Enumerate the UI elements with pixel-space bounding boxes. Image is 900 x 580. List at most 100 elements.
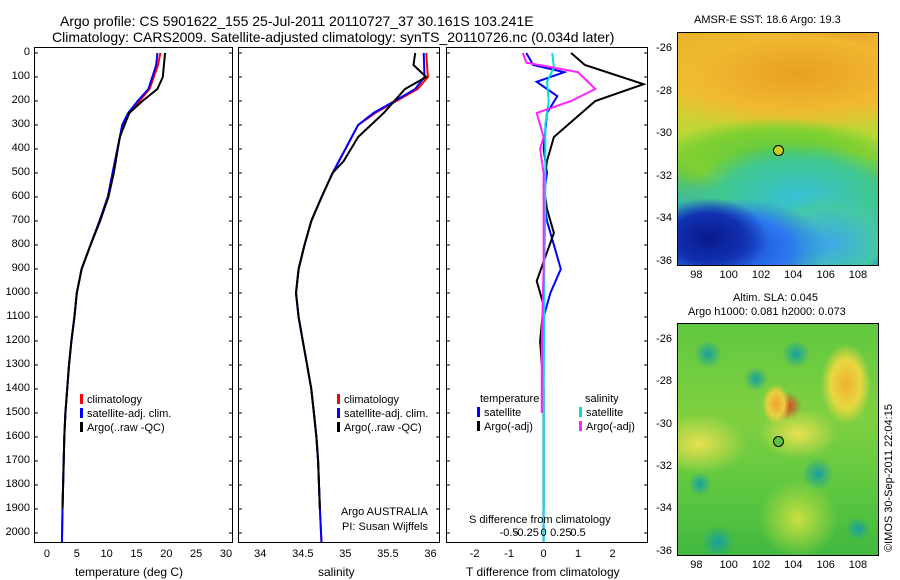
sla-map — [677, 323, 879, 556]
depth-tick-label: 100 — [11, 70, 30, 82]
depth-tick-label: 1900 — [5, 502, 30, 514]
difference-plot — [447, 52, 647, 542]
sst-map — [677, 32, 879, 266]
imos-stamp: ©IMOS 30-Sep-2011 22:04:15 — [883, 404, 895, 552]
temperature-plot — [35, 52, 232, 542]
temperature-x-label: temperature (deg C) — [75, 565, 184, 579]
s-tick-label: 0.25 — [550, 527, 572, 539]
x-tick-label: 10 — [100, 548, 113, 560]
depth-tick-label: 1400 — [5, 382, 30, 394]
map-x-tick-label: 108 — [848, 559, 868, 571]
map-y-tick-label: -34 — [656, 212, 672, 225]
x-tick-label: -2 — [469, 548, 480, 560]
depth-tick-label: 700 — [11, 214, 30, 226]
depth-tick-label: 200 — [11, 94, 30, 106]
x-tick-label: 15 — [130, 548, 143, 560]
x-tick-label: 30 — [219, 548, 233, 560]
argo-position-marker-2 — [773, 436, 784, 447]
legend-climatology: climatology — [87, 394, 143, 406]
depth-tick-label: 400 — [11, 142, 30, 154]
depth-tick-label: 1100 — [6, 310, 30, 322]
x-tick-label: 35 — [339, 548, 352, 560]
sla-map-title-1: Altim. SLA: 0.045 — [733, 292, 818, 304]
sst-map-title: AMSR-E SST: 18.6 Argo: 19.3 — [694, 14, 841, 26]
map-y-tick-label: -32 — [656, 169, 672, 182]
x-tick-label: 34.5 — [292, 548, 314, 560]
depth-tick-label: 0 — [23, 46, 30, 58]
depth-tick-label: 500 — [11, 166, 30, 178]
depth-tick-label: 2000 — [5, 526, 30, 538]
legend-satellite-s: satellite-adj. clim. — [344, 408, 429, 420]
argo-country-note: Argo AUSTRALIA — [341, 506, 428, 518]
map-y-tick-label: -28 — [656, 375, 672, 388]
salinity-legend: climatology satellite-adj. clim. Argo(..… — [337, 393, 428, 435]
depth-tick-label: 1000 — [5, 286, 30, 298]
x-tick-label: 2 — [609, 548, 616, 560]
series-line-argo-raw-qc- — [61, 52, 167, 510]
map-x-tick-label: 98 — [690, 559, 703, 571]
legend-satellite: satellite-adj. clim. — [87, 408, 172, 420]
s-tick-label: 0 — [540, 527, 547, 539]
legend-s-satellite: satellite — [586, 407, 624, 419]
map-x-tick-label: 100 — [719, 269, 738, 281]
legend-climatology-s: climatology — [344, 394, 400, 406]
legend-salinity-title: salinity — [585, 393, 619, 405]
x-tick-label: 0 — [540, 548, 547, 560]
x-tick-label: -1 — [504, 548, 514, 560]
map-x-tick-label: 104 — [784, 269, 803, 281]
series-line-salinity-satellite — [542, 52, 555, 542]
map-x-tick-label: 106 — [816, 269, 835, 281]
salinity-x-label: salinity — [318, 565, 355, 579]
header-line-2: Climatology: CARS2009. Satellite-adjuste… — [52, 29, 615, 45]
map-x-tick-label: 102 — [751, 559, 771, 571]
map-x-tick-label: 98 — [690, 269, 703, 281]
depth-tick-label: 1800 — [5, 478, 30, 490]
map-x-tick-label: 104 — [784, 559, 803, 571]
argo-pi-note: PI: Susan Wijffels — [342, 521, 428, 533]
difference-x-label: T difference from climatology — [466, 565, 620, 579]
legend-t-satellite: satellite — [484, 407, 522, 419]
difference-panel: temperature salinity satellite Argo(-adj… — [446, 47, 648, 543]
x-tick-label: 36 — [424, 548, 437, 560]
depth-tick-label: 800 — [11, 238, 30, 250]
s-tick-label: 0.5 — [570, 527, 586, 539]
x-tick-label: 20 — [160, 548, 173, 560]
s-diff-label: S difference from climatology — [469, 514, 611, 526]
map-y-tick-label: -36 — [656, 254, 672, 267]
argo-position-marker — [773, 145, 784, 156]
map-y-tick-label: -36 — [656, 544, 672, 557]
s-tick-label: -0.5 — [499, 527, 519, 539]
series-line-satellite-adj-clim- — [294, 52, 426, 542]
depth-tick-label: 300 — [11, 118, 30, 130]
x-tick-label: 35.5 — [377, 548, 399, 560]
map-x-tick-label: 102 — [751, 269, 771, 281]
x-tick-label: 0 — [43, 548, 50, 560]
depth-tick-label: 1600 — [5, 430, 30, 442]
map-x-tick-label: 108 — [848, 269, 868, 281]
depth-tick-label: 1200 — [5, 334, 30, 346]
map-y-tick-label: -26 — [656, 332, 672, 345]
map-y-tick-label: -34 — [656, 502, 672, 515]
x-tick-label: 34 — [254, 548, 267, 560]
depth-tick-label: 1300 — [5, 358, 30, 370]
legend-argo-s: Argo(..raw -QC) — [344, 422, 422, 434]
depth-tick-label: 900 — [11, 262, 30, 274]
header-line-1: Argo profile: CS 5901622_155 25-Jul-2011… — [60, 13, 534, 29]
series-line-climatology — [294, 52, 429, 542]
map-y-tick-label: -30 — [656, 417, 672, 430]
x-tick-label: 5 — [73, 548, 80, 560]
map-y-tick-label: -32 — [656, 460, 672, 473]
temperature-panel: climatology satellite-adj. clim. Argo(..… — [34, 47, 233, 543]
map-y-tick-label: -28 — [656, 84, 672, 97]
legend-s-argo: Argo(-adj) — [586, 421, 635, 433]
sla-map-title-2: Argo h1000: 0.081 h2000: 0.073 — [688, 306, 846, 318]
series-line-salinity-argo-adj- — [521, 52, 598, 413]
depth-tick-label: 1500 — [5, 406, 30, 418]
x-tick-label: 1 — [574, 548, 582, 560]
map-x-tick-label: 106 — [816, 559, 835, 571]
x-tick-label: 25 — [190, 548, 203, 560]
salinity-plot — [239, 52, 439, 542]
series-line-temperature-argo-adj- — [535, 52, 647, 509]
s-tick-label: -0.25 — [513, 527, 539, 539]
depth-tick-label: 1700 — [5, 454, 30, 466]
